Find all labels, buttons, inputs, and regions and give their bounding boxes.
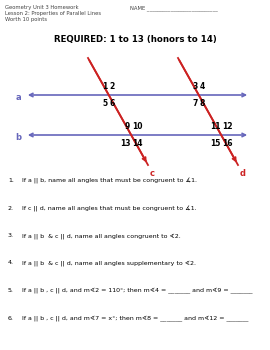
Text: 3: 3 — [193, 82, 198, 91]
Text: c: c — [150, 169, 155, 178]
Text: Lesson 2: Properties of Parallel Lines: Lesson 2: Properties of Parallel Lines — [5, 11, 101, 16]
Text: 3.: 3. — [8, 233, 14, 238]
Text: 5: 5 — [103, 99, 108, 108]
Text: 7: 7 — [192, 99, 198, 108]
Text: 4.: 4. — [8, 260, 14, 266]
Text: If a || b  & c || d, name all angles congruent to ∢2.: If a || b & c || d, name all angles cong… — [22, 233, 181, 239]
Text: 14: 14 — [132, 139, 143, 148]
Text: b: b — [15, 133, 21, 141]
Text: NAME ___________________________: NAME ___________________________ — [130, 5, 218, 11]
Text: 10: 10 — [132, 122, 143, 131]
Text: a: a — [15, 92, 21, 102]
Text: 13: 13 — [120, 139, 130, 148]
Text: 16: 16 — [222, 139, 233, 148]
Text: 9: 9 — [125, 122, 130, 131]
Text: 11: 11 — [210, 122, 220, 131]
Text: 5.: 5. — [8, 288, 14, 293]
Text: REQUIRED: 1 to 13 (honors to 14): REQUIRED: 1 to 13 (honors to 14) — [54, 35, 216, 44]
Text: 1.: 1. — [8, 178, 14, 183]
Text: d: d — [240, 169, 246, 178]
Text: If a || b  & c || d, name all angles supplementary to ∢2.: If a || b & c || d, name all angles supp… — [22, 260, 196, 266]
Text: If a || b , c || d, and m∢7 = x°; then m∢8 = _______ and m∢12 = _______: If a || b , c || d, and m∢7 = x°; then m… — [22, 315, 248, 322]
Text: 6.: 6. — [8, 315, 14, 321]
Text: 4: 4 — [200, 82, 205, 91]
Text: 2: 2 — [110, 82, 115, 91]
Text: Geometry Unit 3 Homework: Geometry Unit 3 Homework — [5, 5, 79, 10]
Text: 6: 6 — [110, 99, 115, 108]
Text: Worth 10 points: Worth 10 points — [5, 17, 47, 22]
Text: If a || b, name all angles that must be congruent to ∡1.: If a || b, name all angles that must be … — [22, 178, 197, 184]
Text: If a || b , c || d, and m∢2 = 110°; then m∢4 = _______ and m∢9 = _______: If a || b , c || d, and m∢2 = 110°; then… — [22, 288, 252, 294]
Text: 12: 12 — [222, 122, 233, 131]
Text: 1: 1 — [103, 82, 108, 91]
Text: If c || d, name all angles that must be congruent to ∡1.: If c || d, name all angles that must be … — [22, 205, 197, 211]
Text: 8: 8 — [200, 99, 205, 108]
Text: 2.: 2. — [8, 205, 14, 210]
Text: 15: 15 — [210, 139, 220, 148]
